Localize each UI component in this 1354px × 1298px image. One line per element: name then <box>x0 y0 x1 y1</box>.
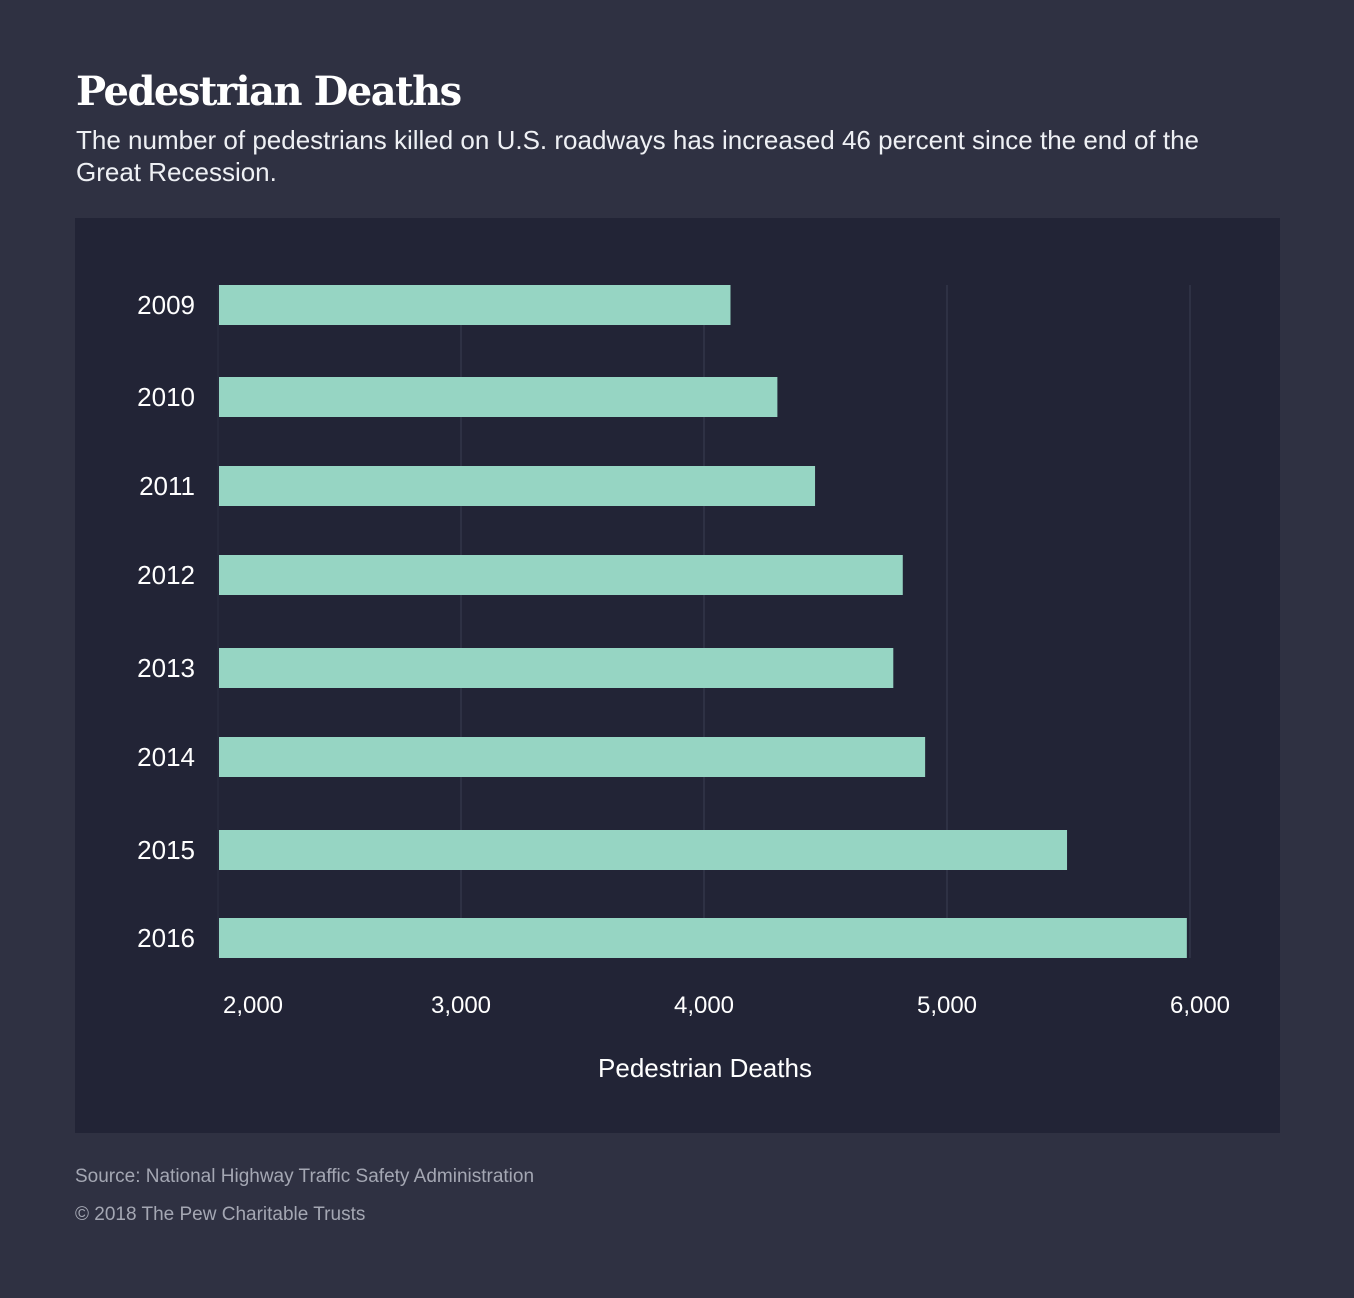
bar-2011 <box>219 466 816 506</box>
x-tick-label: 6,000 <box>1170 992 1230 1019</box>
y-tick-label: 2009 <box>137 290 195 320</box>
x-tick-label: 2,000 <box>223 992 283 1019</box>
chart-title: Pedestrian Deaths <box>76 68 462 115</box>
bar-2015 <box>219 830 1068 870</box>
chart-panel: 2,000 3,000 4,000 5,000 6,000 2009 2010 2011 201… <box>75 218 1280 1133</box>
source-note: Source: National Highway Traffic Safety … <box>75 1166 535 1187</box>
bar-chart: 2,000 3,000 4,000 5,000 6,000 2009 2010 2011 201… <box>137 285 1230 1083</box>
y-tick-label: 2015 <box>137 835 195 865</box>
y-tick-label: 2016 <box>137 923 195 953</box>
x-axis-label: Pedestrian Deaths <box>598 1053 812 1083</box>
y-tick-label: 2013 <box>137 653 195 683</box>
x-tick-label: 5,000 <box>917 992 977 1019</box>
bar-2014 <box>219 737 926 777</box>
chart-subtitle: The number of pedestrians killed on U.S.… <box>76 125 1199 187</box>
x-tick-label: 3,000 <box>431 992 491 1019</box>
copyright-note: © 2018 The Pew Charitable Trusts <box>75 1204 366 1225</box>
bar-2016 <box>219 918 1187 958</box>
bar-2009 <box>219 285 731 325</box>
y-tick-label: 2012 <box>137 560 195 590</box>
y-tick-label: 2011 <box>139 471 195 501</box>
y-tick-label: 2010 <box>137 382 195 412</box>
y-tick-label: 2014 <box>137 742 195 772</box>
bar-2010 <box>219 377 778 417</box>
bar-2012 <box>219 555 903 595</box>
x-tick-label: 4,000 <box>674 992 734 1019</box>
bar-2013 <box>219 648 894 688</box>
